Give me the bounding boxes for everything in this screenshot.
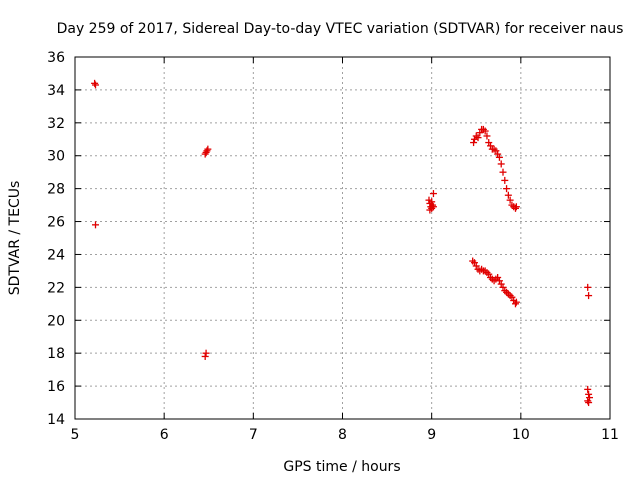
y-tick-label: 32 <box>47 116 65 132</box>
data-point <box>495 277 503 285</box>
data-point <box>91 79 99 87</box>
grid <box>75 57 610 419</box>
data-point <box>492 275 500 283</box>
data-point <box>508 201 516 209</box>
y-axis-label: SDTVAR / TECUs <box>7 181 23 296</box>
data-point <box>495 153 503 161</box>
data-point <box>512 203 520 211</box>
data-point <box>584 283 592 291</box>
data-point <box>499 168 507 176</box>
data-point <box>494 150 502 158</box>
y-tick-label: 16 <box>47 379 65 395</box>
data-point <box>487 142 495 150</box>
data-point <box>504 290 512 298</box>
y-tick-label: 18 <box>47 346 65 362</box>
data-point <box>501 287 509 295</box>
data-point <box>504 191 512 199</box>
data-point <box>426 206 434 214</box>
data-point <box>501 176 509 184</box>
data-point <box>508 293 516 301</box>
data-point <box>490 145 498 153</box>
data-point <box>485 139 493 147</box>
y-tick-label: 24 <box>47 247 65 263</box>
y-tick-label: 36 <box>47 50 65 66</box>
y-tick-label: 28 <box>47 182 65 198</box>
data-point <box>204 145 212 153</box>
data-point <box>506 196 514 204</box>
data-point <box>472 132 480 140</box>
y-tick-label: 30 <box>47 149 65 165</box>
x-tick-label: 11 <box>601 427 619 443</box>
y-tick-label: 22 <box>47 280 65 296</box>
data-point <box>512 298 520 306</box>
data-point <box>511 204 519 212</box>
data-point <box>585 399 593 407</box>
data-points <box>91 79 593 407</box>
x-tick-label: 6 <box>160 427 169 443</box>
data-point <box>201 352 209 360</box>
plot-frame <box>74 56 611 420</box>
x-tick-label: 7 <box>249 427 258 443</box>
data-point <box>470 135 478 143</box>
x-tick-label: 5 <box>71 427 80 443</box>
data-point <box>92 81 100 89</box>
data-point <box>483 132 491 140</box>
data-point <box>483 269 491 277</box>
data-point <box>470 139 478 147</box>
data-point <box>585 292 593 300</box>
data-point <box>429 190 437 198</box>
data-point <box>476 129 484 137</box>
data-point <box>92 221 100 229</box>
data-point <box>585 394 593 402</box>
x-tick-label: 8 <box>338 427 347 443</box>
y-tick-label: 14 <box>47 412 65 428</box>
data-point <box>497 280 505 288</box>
data-point <box>485 270 493 278</box>
data-point <box>492 147 500 155</box>
data-point <box>487 273 495 281</box>
data-point <box>474 134 482 142</box>
data-point <box>584 397 592 405</box>
data-point <box>584 385 592 393</box>
data-point <box>497 160 505 168</box>
data-point <box>429 201 437 209</box>
data-point <box>585 390 593 398</box>
y-tick-label: 20 <box>47 313 65 329</box>
data-point <box>479 125 487 133</box>
data-point <box>481 267 489 275</box>
data-point <box>503 288 511 296</box>
data-point <box>506 292 514 300</box>
y-tick-label: 34 <box>47 83 65 99</box>
x-tick-label: 10 <box>512 427 530 443</box>
x-axis-label: GPS time / hours <box>283 459 400 475</box>
data-point <box>499 283 507 291</box>
data-point <box>428 198 436 206</box>
axis-ticks: 5 6 7 8 9 10 11 14 16 18 20 22 24 26 28 30 32 34 36 <box>47 50 619 443</box>
data-point <box>494 273 502 281</box>
data-point <box>481 127 489 135</box>
data-point <box>472 262 480 270</box>
data-point <box>202 349 210 357</box>
data-point <box>429 203 437 211</box>
x-tick-label: 9 <box>427 427 436 443</box>
data-point <box>469 257 477 265</box>
data-point <box>428 204 436 212</box>
data-point <box>470 259 478 267</box>
y-tick-label: 26 <box>47 215 65 231</box>
data-point <box>478 265 486 273</box>
data-point <box>203 147 211 155</box>
data-point <box>503 185 511 193</box>
data-point <box>511 300 519 308</box>
chart-title: Day 259 of 2017, Sidereal Day-to-day VTE… <box>57 21 624 37</box>
data-point <box>202 148 210 156</box>
